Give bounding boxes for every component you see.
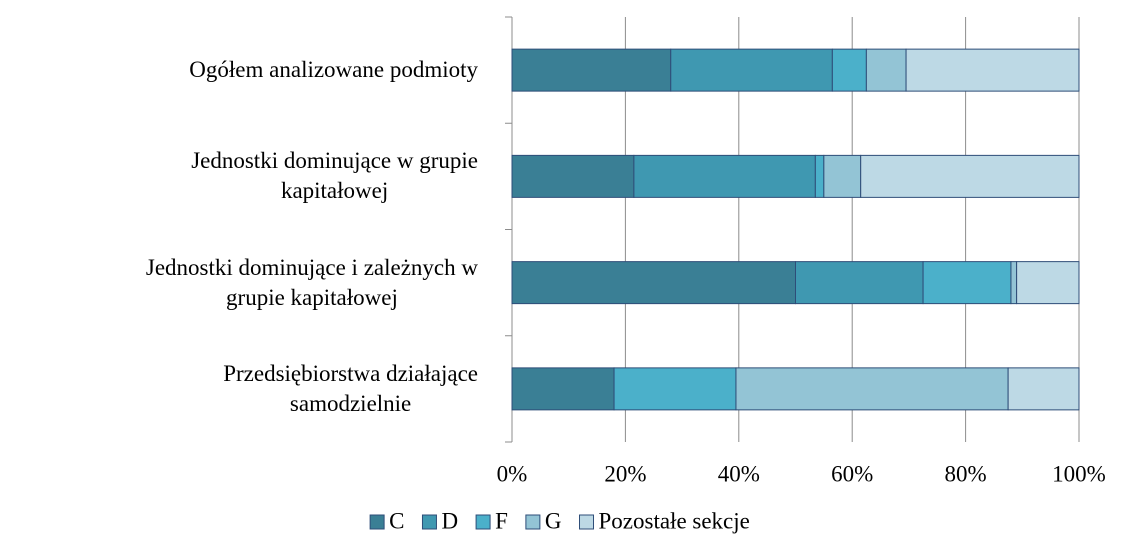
legend: C D F G Pozostałe sekcje <box>369 508 750 533</box>
bar-segment <box>860 154 1080 198</box>
bar-segment <box>831 48 867 92</box>
bar-segment <box>922 261 1012 305</box>
bar-segment <box>511 367 615 411</box>
y-tick-label: Przedsiębiorstwa działające samodzielnie <box>223 360 478 416</box>
bar-segment <box>865 48 907 92</box>
bar-segment <box>511 261 796 305</box>
x-tick-label: 0% <box>497 461 528 486</box>
bar-segment <box>1016 261 1080 305</box>
bar-segment <box>795 261 924 305</box>
legend-swatch <box>369 514 385 530</box>
legend-label: G <box>545 508 562 533</box>
legend-swatch <box>475 514 491 530</box>
legend-swatch <box>525 514 541 530</box>
x-tick-label: 60% <box>831 461 873 486</box>
bar-segment <box>633 154 816 198</box>
x-tick-label: 40% <box>718 461 760 486</box>
x-tick-label: 20% <box>604 461 646 486</box>
legend-label: C <box>389 508 404 533</box>
legend-swatch <box>579 514 595 530</box>
bar-segment <box>814 154 825 198</box>
bar-segment <box>1010 261 1018 305</box>
bar-segment <box>511 154 635 198</box>
x-tick-label: 100% <box>1052 461 1106 486</box>
x-tick-label: 80% <box>945 461 987 486</box>
bar-segment <box>905 48 1080 92</box>
bar-segment <box>511 48 672 92</box>
bar-segment <box>670 48 833 92</box>
bar-segment <box>735 367 1009 411</box>
y-tick-label: Jednostki dominujące i zależnych w grupi… <box>145 254 478 310</box>
bar-segment <box>1007 367 1080 411</box>
bar-segment <box>613 367 737 411</box>
legend-swatch <box>421 514 437 530</box>
y-tick-label: Ogółem analizowane podmioty <box>189 57 478 83</box>
legend-label: D <box>441 508 458 533</box>
y-tick-label: Jednostki dominujące w grupie kapitałowe… <box>191 148 478 204</box>
legend-label: F <box>495 508 508 533</box>
bar-segment <box>823 154 862 198</box>
legend-label: Pozostałe sekcje <box>599 508 750 533</box>
